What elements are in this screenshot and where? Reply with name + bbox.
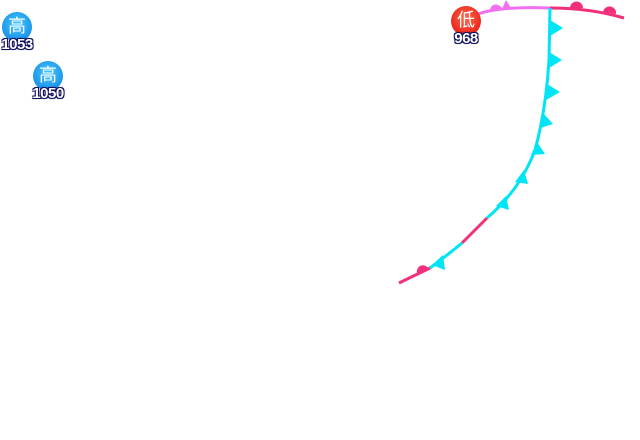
- high-pressure-icon: 高: [33, 61, 63, 91]
- pressure-value: 1050: [32, 85, 64, 102]
- cold-front-triangle: [550, 20, 563, 36]
- cold-front-triangles: [432, 20, 563, 270]
- low-pressure-icon: 低: [451, 6, 481, 36]
- cold-front-triangle: [546, 84, 560, 100]
- high-pressure-center: 高 1050: [31, 61, 65, 102]
- high-pressure-icon: 高: [2, 12, 32, 42]
- stationary-front-segment: [460, 216, 489, 245]
- cold-front: [429, 241, 463, 270]
- cold-front-triangle: [549, 52, 562, 68]
- cold-front-triangle: [515, 170, 528, 184]
- warm-front-semicircle: [570, 1, 583, 9]
- cold-front-triangle: [496, 196, 509, 210]
- pressure-value: 968: [454, 30, 478, 47]
- cold-front-triangle: [432, 255, 445, 270]
- warm-front-semicircle: [416, 265, 429, 273]
- cold-front-triangle: [540, 114, 553, 128]
- low-pressure-center: 低 968: [449, 6, 483, 47]
- pressure-value: 1053: [1, 36, 33, 53]
- cold-front: [486, 7, 552, 220]
- occluded-front: [477, 6, 551, 16]
- warm-front-semicircle: [603, 6, 617, 14]
- cold-front-triangle: [531, 142, 545, 155]
- warm-front: [549, 6, 625, 20]
- occluded-front-semicircle: [489, 4, 502, 11]
- occluded-front-triangle: [502, 0, 511, 9]
- high-pressure-center: 高 1053: [0, 12, 34, 53]
